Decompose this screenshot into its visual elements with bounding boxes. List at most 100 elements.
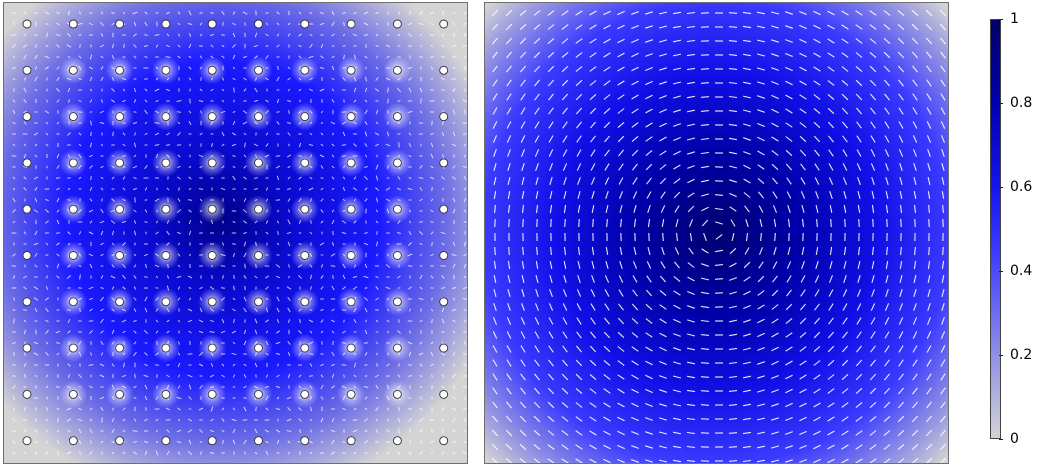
- field-arrow: [589, 416, 597, 422]
- field-arrow: [815, 261, 819, 269]
- field-arrow: [254, 341, 258, 345]
- field-arrow: [33, 297, 39, 301]
- field-arrow: [78, 231, 82, 235]
- field-arrow: [841, 359, 849, 367]
- field-arrow: [883, 10, 891, 16]
- field-arrow: [385, 187, 391, 191]
- field-arrow: [451, 78, 457, 80]
- field-arrow: [575, 444, 583, 450]
- field-arrow: [493, 191, 497, 199]
- field-arrow: [855, 416, 863, 422]
- field-arrow: [133, 307, 137, 313]
- field-arrow: [603, 80, 611, 86]
- field-arrow: [576, 289, 582, 297]
- field-arrow: [154, 122, 160, 124]
- field-arrow: [122, 341, 126, 345]
- field-arrow: [342, 77, 346, 81]
- field-arrow: [12, 121, 16, 125]
- field-arrow: [375, 396, 379, 400]
- field-arrow: [331, 351, 335, 357]
- field-arrow: [177, 176, 181, 180]
- field-arrow: [78, 374, 82, 378]
- field-arrow: [645, 289, 653, 297]
- field-arrow: [419, 319, 423, 323]
- field-arrow: [111, 329, 115, 335]
- field-arrow: [221, 34, 225, 36]
- field-arrow: [100, 143, 104, 147]
- field-arrow: [89, 198, 93, 202]
- field-arrow: [659, 332, 667, 338]
- field-arrow: [576, 149, 582, 157]
- field-arrow: [67, 340, 71, 346]
- field-arrow: [827, 430, 835, 436]
- field-arrow: [898, 345, 904, 353]
- field-arrow: [210, 120, 214, 126]
- field-arrow: [23, 176, 27, 180]
- field-arrow: [199, 286, 203, 290]
- field-arrow: [899, 274, 903, 284]
- field-arrow: [575, 373, 583, 381]
- field-arrow: [430, 153, 434, 159]
- field-arrow: [940, 51, 946, 59]
- field-arrow: [122, 263, 126, 269]
- field-arrow: [645, 388, 653, 394]
- field-arrow: [828, 317, 834, 325]
- colorbar-tick-label: 0.2: [1010, 347, 1033, 363]
- colorbar-tick-label: 0.8: [1010, 95, 1033, 111]
- field-arrow: [660, 191, 666, 199]
- field-arrow: [431, 186, 433, 192]
- field-arrow: [491, 23, 499, 31]
- field-arrow: [209, 286, 215, 290]
- field-arrow: [254, 451, 258, 455]
- field-arrow: [578, 218, 580, 228]
- field-arrow: [211, 264, 213, 268]
- field-arrow: [927, 176, 931, 186]
- field-arrow: [728, 390, 738, 392]
- field-arrow: [210, 55, 214, 59]
- field-arrow: [187, 451, 193, 455]
- field-arrow: [533, 415, 541, 423]
- field-arrow: [814, 149, 820, 157]
- field-arrow: [928, 246, 930, 256]
- field-arrow: [827, 80, 835, 86]
- field-arrow: [940, 345, 946, 353]
- field-arrow: [686, 123, 696, 127]
- field-arrow: [67, 87, 71, 93]
- field-arrow: [686, 417, 696, 421]
- field-arrow: [188, 384, 192, 390]
- field-arrow: [298, 374, 302, 378]
- field-arrow: [869, 444, 877, 450]
- field-arrow: [56, 11, 60, 15]
- field-arrow: [686, 67, 696, 71]
- field-arrow: [419, 187, 423, 191]
- field-arrow: [505, 443, 513, 451]
- field-arrow: [155, 319, 159, 323]
- field-arrow: [332, 340, 334, 346]
- field-arrow: [12, 78, 16, 80]
- field-arrow: [673, 445, 681, 449]
- field-arrow: [577, 190, 581, 200]
- field-arrow: [828, 135, 834, 143]
- field-arrow: [364, 99, 368, 103]
- field-arrow: [452, 187, 456, 191]
- field-arrow: [133, 330, 137, 334]
- field-arrow: [773, 247, 777, 255]
- field-arrow: [452, 341, 456, 345]
- field-arrow: [660, 261, 666, 269]
- field-arrow: [519, 429, 527, 437]
- field-arrow: [45, 143, 49, 147]
- field-arrow: [870, 107, 876, 115]
- field-arrow: [939, 429, 947, 437]
- field-arrow: [12, 208, 16, 214]
- field-arrow: [132, 430, 138, 432]
- field-arrow: [45, 286, 49, 290]
- field-arrow: [66, 451, 72, 455]
- field-arrow: [288, 209, 290, 213]
- field-arrow: [856, 121, 862, 129]
- field-arrow: [855, 107, 863, 115]
- field-arrow: [674, 247, 680, 255]
- field-arrow: [548, 331, 554, 339]
- field-arrow: [100, 352, 104, 356]
- field-arrow: [730, 219, 736, 227]
- field-arrow: [111, 384, 115, 390]
